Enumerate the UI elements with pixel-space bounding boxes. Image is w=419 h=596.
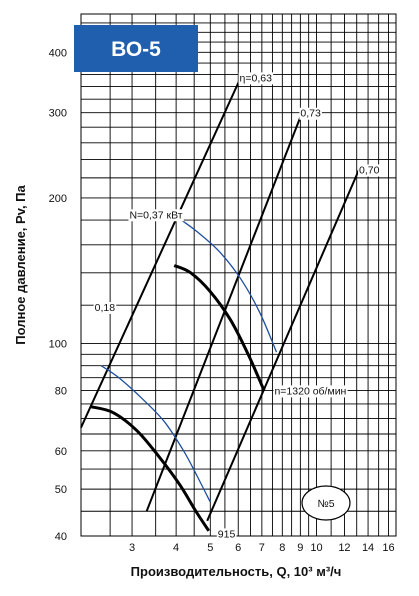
curve-label-text-3: N=0,37 кВт [129,209,182,221]
fan-curve-1 [90,405,211,532]
curve-label-text-1: 0,73 [300,108,321,120]
curve-label-bg-0 [238,72,274,85]
x-tick-label-3: 3 [129,542,135,554]
curve-label-0: η=0,63 [238,72,274,85]
curve-label-6: 915 [216,528,237,541]
curve-label-2: 0,70 [358,164,381,177]
y-axis-label: Полное давление, Pv, Па [13,184,28,344]
curve-label-text-4: 0,18 [95,302,116,314]
curve-label-bg-2 [358,164,381,177]
series-number-text: №5 [317,498,334,510]
fan-curves [90,264,266,532]
y-tick-label-100: 100 [49,339,67,351]
curve-label-bg-6 [216,528,237,541]
efficiency-lines [80,76,360,522]
power-curve-0 [181,219,278,353]
x-tick-label-16: 16 [382,542,394,554]
y-tick-label-300: 300 [49,108,67,120]
curve-label-text-5: n=1320 об/мин [274,385,346,397]
y-tick-label-200: 200 [49,193,67,205]
power-curves [100,219,278,503]
x-tick-label-10: 10 [310,542,322,554]
curve-label-5: n=1320 об/мин [273,385,348,398]
curve-label-bg-1 [299,107,322,120]
y-tick-label-80: 80 [55,385,67,397]
curve-label-text-6: 915 [218,528,236,540]
fan-curve-0 [173,264,266,391]
curve-label-1: 0,73 [299,107,322,120]
plot-frame [80,13,397,537]
series-number-badge: №5 [301,485,351,521]
curve-label-text-0: η=0,63 [240,72,273,84]
x-tick-label-12: 12 [338,542,350,554]
curve-label-4: 0,18 [93,301,117,314]
model-badge-text: ВО-5 [111,38,161,61]
model-badge-background [74,25,198,72]
curve-labels: η=0,63 0,73 0,70 N=0,37 кВт 0,18 n=1320 об/ми… [93,72,381,541]
x-axis-label: Производительность, Q, 10³ м³/ч [131,564,342,579]
x-tick-label-8: 8 [279,542,285,554]
efficiency-line-2 [206,169,360,522]
x-tick-label-9: 9 [297,542,303,554]
efficiency-line-0 [80,76,242,429]
y-tick-label-40: 40 [55,531,67,543]
curve-label-bg-4 [93,301,117,314]
x-tick-label-5: 5 [207,542,213,554]
y-tick-label-60: 60 [55,446,67,458]
x-tick-label-4: 4 [173,542,179,554]
y-tick-label-400: 400 [49,47,67,59]
y-tick-labels: 40 50 60 80 100 200 300 400 [49,47,67,543]
curve-label-bg-3 [128,209,184,222]
x-tick-labels: 3 4 5 6 7 8 9 10 12 14 16 [129,542,395,554]
power-curve-1 [100,365,211,503]
model-badge: ВО-5 [74,25,198,72]
x-tick-label-7: 7 [259,542,265,554]
curve-label-text-2: 0,70 [359,164,380,176]
x-tick-label-6: 6 [235,542,241,554]
x-tick-label-14: 14 [362,542,374,554]
curve-label-3: N=0,37 кВт [128,209,184,222]
y-tick-label-50: 50 [55,484,67,496]
curve-label-bg-5 [273,385,348,398]
